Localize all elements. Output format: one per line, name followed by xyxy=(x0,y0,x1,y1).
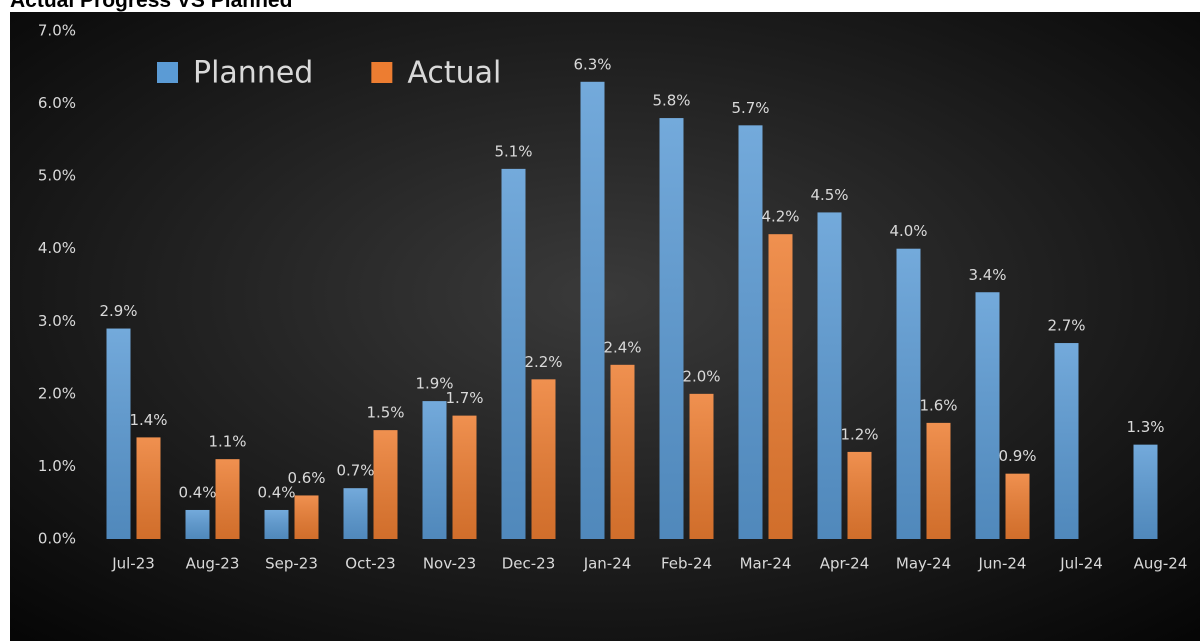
chart-title: Actual Progress VS Planned xyxy=(10,0,292,12)
x-tick-label: Mar-24 xyxy=(740,555,792,573)
x-tick-label: Oct-23 xyxy=(345,555,395,573)
bar-shine xyxy=(896,248,921,539)
value-label: 1.5% xyxy=(366,404,404,422)
bar-shine xyxy=(452,415,477,539)
bar-shine xyxy=(580,81,605,540)
bar-shine xyxy=(531,379,556,539)
y-tick-label: 7.0% xyxy=(38,22,76,40)
value-label: 4.5% xyxy=(810,186,848,204)
bar-shine xyxy=(136,437,161,539)
x-tick-label: Apr-24 xyxy=(820,555,870,573)
bar-shine xyxy=(373,430,398,539)
value-label: 1.3% xyxy=(1126,418,1164,436)
legend-swatch xyxy=(371,62,393,83)
bar-shine xyxy=(422,401,447,539)
x-tick-label: Feb-24 xyxy=(661,555,712,573)
value-label: 1.9% xyxy=(415,375,453,393)
value-label: 2.7% xyxy=(1047,317,1085,335)
value-label: 0.7% xyxy=(336,462,374,480)
legend-label: Planned xyxy=(193,56,313,91)
bar-shine xyxy=(738,125,763,539)
y-tick-label: 5.0% xyxy=(38,167,76,185)
bar-shine xyxy=(975,292,1000,539)
value-label: 4.0% xyxy=(889,222,927,240)
bar-shine xyxy=(343,488,368,539)
value-label: 2.9% xyxy=(99,302,137,320)
chart-background xyxy=(10,12,1200,641)
value-label: 4.2% xyxy=(761,208,799,226)
value-label: 0.4% xyxy=(178,483,216,501)
y-tick-label: 1.0% xyxy=(38,457,76,475)
value-label: 1.2% xyxy=(840,425,878,443)
bar-shine xyxy=(1133,444,1158,539)
value-label: 0.6% xyxy=(287,469,325,487)
x-tick-label: Aug-23 xyxy=(186,555,240,573)
y-tick-label: 3.0% xyxy=(38,312,76,330)
bar-shine xyxy=(185,509,210,539)
value-label: 2.0% xyxy=(682,367,720,385)
x-tick-label: Sep-23 xyxy=(265,555,318,573)
value-label: 0.4% xyxy=(257,483,295,501)
legend-label: Actual xyxy=(407,56,501,91)
value-label: 2.2% xyxy=(524,353,562,371)
bar-shine xyxy=(817,212,842,539)
legend-swatch xyxy=(157,62,178,83)
value-label: 5.1% xyxy=(494,142,532,160)
x-tick-label: Jul-23 xyxy=(111,555,155,573)
bar-shine xyxy=(926,422,951,539)
bar-shine xyxy=(215,459,240,539)
bar-shine xyxy=(847,451,872,539)
x-tick-label: Jan-24 xyxy=(583,555,632,573)
value-label: 2.4% xyxy=(603,338,641,356)
value-label: 5.8% xyxy=(652,92,690,110)
x-tick-label: Nov-23 xyxy=(423,555,476,573)
bar-shine xyxy=(106,328,131,539)
x-tick-label: May-24 xyxy=(896,555,951,573)
bar-shine xyxy=(768,234,793,539)
value-label: 0.9% xyxy=(998,447,1036,465)
y-tick-label: 6.0% xyxy=(38,94,76,112)
value-label: 1.6% xyxy=(919,396,957,414)
bar-shine xyxy=(294,495,319,539)
value-label: 6.3% xyxy=(573,55,611,73)
y-tick-label: 0.0% xyxy=(38,530,76,548)
value-label: 1.4% xyxy=(129,411,167,429)
bar-shine xyxy=(659,118,684,539)
bar-shine xyxy=(1054,343,1079,539)
x-tick-label: Jun-24 xyxy=(978,555,1027,573)
bar-shine xyxy=(1005,473,1030,539)
value-label: 1.1% xyxy=(208,433,246,451)
x-tick-label: Jul-24 xyxy=(1059,555,1103,573)
y-tick-label: 2.0% xyxy=(38,384,76,402)
bar-shine xyxy=(501,168,526,539)
y-tick-label: 4.0% xyxy=(38,239,76,257)
bar-shine xyxy=(689,393,714,539)
bar-shine xyxy=(610,364,635,539)
value-label: 1.7% xyxy=(445,389,483,407)
value-label: 5.7% xyxy=(731,99,769,117)
value-label: 3.4% xyxy=(968,266,1006,284)
x-tick-label: Aug-24 xyxy=(1134,555,1188,573)
x-tick-label: Dec-23 xyxy=(502,555,556,573)
bar-shine xyxy=(264,509,289,539)
